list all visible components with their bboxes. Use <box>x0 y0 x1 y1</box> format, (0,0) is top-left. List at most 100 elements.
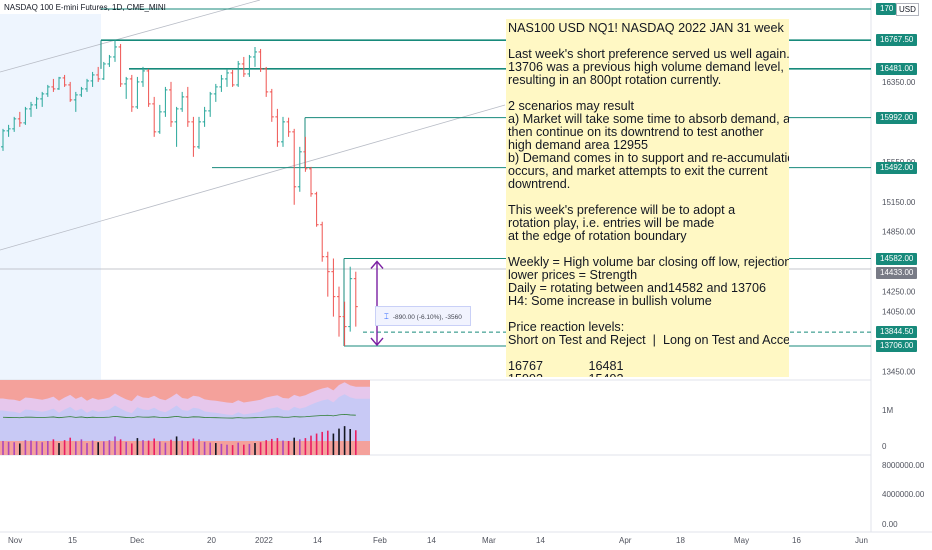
volume-bar <box>108 440 111 455</box>
volume-bar <box>332 433 335 455</box>
price-candles <box>1 40 358 346</box>
channel-lower-line[interactable] <box>0 104 506 251</box>
volume-bar <box>19 443 21 455</box>
volume-bar <box>248 443 251 455</box>
volume-bar <box>231 445 234 455</box>
price-level-tag[interactable]: 15492.00 <box>876 161 918 174</box>
price-range-measure <box>370 260 384 347</box>
volume-bar <box>35 441 38 455</box>
volume-bar <box>226 444 228 455</box>
volume-bar <box>338 428 340 455</box>
price-tick-label: 14050.00 <box>882 308 916 317</box>
price-axis: 13450.00 14050.00 14250.00 14850.00 15150.00… <box>882 78 925 529</box>
indicator-tick-label: 0.00 <box>882 520 898 529</box>
volume-bar <box>69 437 71 455</box>
volume-bar <box>310 435 312 455</box>
indicator-tick-label: 4000000.00 <box>882 490 925 499</box>
volume-bar <box>220 443 223 455</box>
price-tick-label: 14850.00 <box>882 228 916 237</box>
time-tick-label: 14 <box>427 536 436 545</box>
currency-label[interactable]: USD <box>896 3 919 16</box>
price-tick-label: 14250.00 <box>882 288 916 297</box>
volume-bar <box>175 436 178 455</box>
volume-bar <box>181 440 183 455</box>
volume-bar <box>343 426 346 455</box>
volume-bar <box>198 439 200 455</box>
volume-bar <box>293 437 295 455</box>
volume-bar <box>30 440 32 455</box>
volume-bar <box>13 442 15 455</box>
time-tick-label: Nov <box>8 536 22 545</box>
volume-bar <box>254 443 256 455</box>
volume-bar <box>41 442 43 455</box>
price-level-tag[interactable]: 16767.50 <box>876 34 918 47</box>
time-tick-label: 15 <box>68 536 77 545</box>
time-tick-label: Feb <box>373 536 387 545</box>
volume-bar <box>315 433 318 455</box>
volume-bar <box>170 439 172 455</box>
volume-bar <box>321 431 323 455</box>
volume-tick-label: 1M <box>882 406 893 415</box>
indicator-tick-label: 8000000.00 <box>882 461 925 470</box>
price-level-tag[interactable]: 15992.00 <box>876 111 918 124</box>
time-tick-label: Mar <box>482 536 496 545</box>
volume-bar <box>271 438 273 455</box>
price-tick-label: 15150.00 <box>882 198 916 207</box>
price-tick-label: 13450.00 <box>882 368 916 377</box>
analysis-note[interactable]: NAS100 USD NQ1! NASDAQ 2022 JAN 31 week … <box>506 19 789 377</box>
volume-bar <box>327 430 329 455</box>
volume-bar <box>80 439 83 455</box>
volume-bar <box>299 439 301 455</box>
volume-bar <box>97 442 99 455</box>
price-level-tag[interactable]: 170 <box>876 3 896 15</box>
price-level-tag[interactable]: 16481.00 <box>876 62 918 75</box>
volume-bar <box>209 442 211 455</box>
volume-bar <box>136 438 139 455</box>
price-level-tag[interactable]: 14582.00 <box>876 252 918 265</box>
volume-bar <box>91 440 94 455</box>
measure-arrowhead <box>370 337 384 347</box>
time-tick-label: 2022 <box>255 536 273 545</box>
time-tick-label: 16 <box>792 536 801 545</box>
volume-bar <box>103 441 105 455</box>
price-tick-label: 16350.00 <box>882 78 916 87</box>
volume-bar <box>2 440 4 455</box>
volume-bar <box>86 443 88 455</box>
price-level-tag[interactable]: 14433.00 <box>876 267 918 280</box>
channel-upper-line[interactable] <box>0 0 261 73</box>
volume-bar <box>203 441 206 455</box>
volume-bar <box>192 438 195 455</box>
volume-bar <box>7 441 10 455</box>
volume-panel <box>0 380 370 455</box>
price-level-tag[interactable]: 13844.50 <box>876 326 918 339</box>
volume-bar <box>147 440 150 455</box>
symbol-title: NASDAQ 100 E-mini Futures, 1D, CME_MINI <box>4 3 166 12</box>
time-tick-label: Jun <box>855 536 868 545</box>
volume-bar <box>282 440 284 455</box>
shaded-range <box>0 14 101 380</box>
time-tick-label: May <box>734 536 749 545</box>
volume-ma-line <box>2 413 356 419</box>
time-tick-label: 14 <box>536 536 545 545</box>
volume-bar <box>349 429 351 455</box>
measure-arrowhead <box>370 260 384 269</box>
measure-label: ⌶ -890.00 (-6.10%), -3560 <box>375 306 471 326</box>
volume-bar <box>24 440 27 455</box>
price-level-tag[interactable]: 13706.00 <box>876 340 918 352</box>
volume-bar <box>243 444 245 455</box>
volume-bar <box>276 438 279 455</box>
time-axis: Nov 15 Dec 20 2022 14 Feb 14 Mar 14 Apr 18 May 16 Jun <box>8 536 868 545</box>
volume-tick-label: 0 <box>882 442 887 451</box>
volume-bar <box>131 443 133 455</box>
volume-bar <box>75 441 77 455</box>
volume-bar <box>287 440 290 455</box>
volume-band-base <box>0 441 370 455</box>
time-tick-label: Apr <box>619 536 632 545</box>
volume-bar <box>47 440 49 455</box>
volume-bar <box>119 439 122 455</box>
time-tick-label: Dec <box>130 536 144 545</box>
measure-text: -890.00 (-6.10%), -3560 <box>392 314 462 321</box>
volume-bar <box>215 443 217 455</box>
time-tick-label: 18 <box>676 536 685 545</box>
